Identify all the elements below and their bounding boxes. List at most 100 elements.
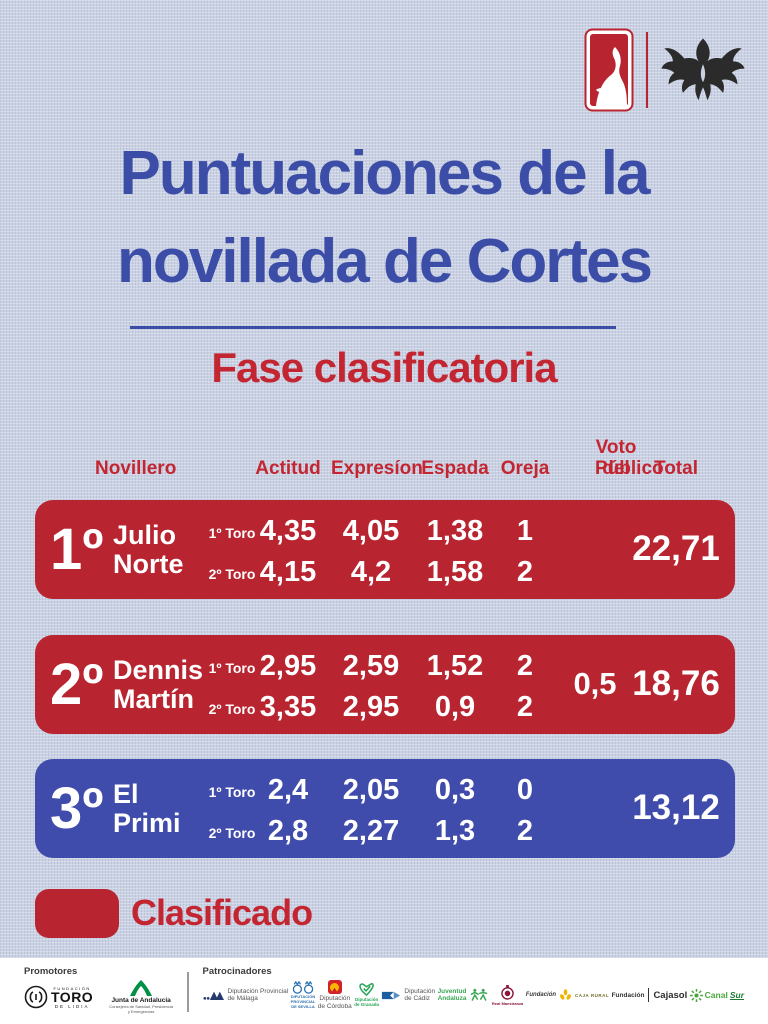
sevilla-line1: DIPUTACIÓN	[290, 993, 316, 999]
column-header-total: Total	[654, 458, 698, 479]
expresion-toro1-value: 2,05	[342, 774, 400, 806]
toro1-label: 1º Toro	[208, 784, 256, 800]
caja-rural-icon	[560, 988, 571, 1000]
diputacion-granada-label: Diputación de Granada	[354, 997, 379, 1008]
novillero-name: Dennis Martín	[113, 656, 203, 714]
cordoba-line1: Diputación	[319, 995, 351, 1002]
footer-divider	[187, 972, 189, 1012]
granada-line1: Diputación	[354, 996, 379, 1002]
oreja-toro2-value: 2	[516, 556, 534, 588]
diputacion-granada-icon	[359, 982, 374, 996]
total-value: 22,71	[632, 529, 720, 568]
name-line2: Martín	[113, 684, 194, 714]
canal-sur-part1: Canal	[704, 990, 728, 1001]
toro-de-lidia-logo: FUNDACIÓN TORO DE LIDIA	[24, 985, 93, 1009]
subtitle: Fase clasificatoria	[211, 344, 557, 391]
total-value: 18,76	[632, 664, 720, 703]
diputacion-cordoba-logo: Diputación de Córdoba	[318, 980, 352, 1010]
actitud-toro1-value: 4,35	[259, 515, 317, 547]
diputacion-cordoba-icon	[327, 980, 342, 994]
toro-de-lidia-icon	[24, 985, 48, 1009]
juventud-line1: Juventud	[437, 987, 467, 995]
oreja-toro2-value: 2	[516, 815, 534, 847]
title-line2: novillada de Cortes	[117, 227, 653, 296]
score-row-1: 1º Julio Norte 1º Toro 2º Toro 4,35 4,05 …	[35, 500, 735, 599]
cadiz-line2: de Cádiz	[404, 995, 431, 1003]
junta-andalucia-logo: Junta de Andalucía Consejería de Sanidad…	[109, 980, 173, 1015]
fundacion-cajasol-logo: Fundación Cajasol	[611, 988, 688, 1003]
name-line1: El	[113, 779, 139, 809]
real-maestranza-icon	[501, 984, 514, 1000]
novillero-name: Julio Norte	[113, 521, 184, 579]
juventud-andaluza-icon	[471, 989, 488, 1001]
espada-toro2-value: 0,9	[434, 691, 476, 723]
rank-badge: 3º	[50, 776, 104, 841]
column-header-oreja: Oreja	[500, 458, 550, 479]
diputacion-malaga-logo: Diputación Provincial de Málaga	[203, 988, 289, 1003]
juventud-line2: Andaluza	[437, 995, 467, 1003]
junta-andalucia-sub: Consejería de Sanidad, Presidencia y Emer…	[109, 1004, 174, 1015]
junta-andalucia-icon	[130, 980, 153, 996]
junta-sub-line1: Consejería de Sanidad, Presidencia	[109, 1004, 174, 1009]
rank-badge: 1º	[50, 517, 104, 582]
oreja-toro1-value: 1	[516, 515, 534, 547]
espada-toro1-value: 1,52	[426, 650, 484, 682]
canal-sur-logo: Canal Sur	[689, 988, 744, 1002]
voto-header-line2: Público	[595, 458, 664, 479]
junta-andalucia-name: Junta de Andalucía	[111, 997, 171, 1004]
column-header-actitud: Actitud	[255, 458, 321, 479]
bat-bull-emblem-icon	[661, 38, 745, 101]
column-header-expresion: Expresíon	[331, 458, 423, 479]
column-header-voto-publico: Voto del Público	[553, 437, 664, 479]
score-row-2: 2º Dennis Martín 1º Toro 2º Toro 2,95 2,5…	[35, 635, 735, 734]
score-row-3: 3º El Primi 1º Toro 2º Toro 2,4 2,05 0,3 …	[35, 759, 735, 858]
promoters-group: Promotores FUNDACIÓN TORO DE LIDIA	[24, 964, 173, 1015]
diputacion-cadiz-label: Diputación de Cádiz	[404, 988, 435, 1003]
diputacion-granada-logo: Diputación de Granada	[354, 982, 379, 1008]
canal-sur-part2: Sur	[729, 990, 744, 1001]
voto-publico-value: 0,5	[573, 666, 617, 701]
name-line2: Primi	[113, 808, 181, 838]
legend-swatch-clasificado	[35, 889, 119, 938]
total-value: 13,12	[632, 788, 720, 827]
espada-toro2-value: 1,3	[434, 815, 476, 847]
diputacion-sevilla-logo: DIPUTACIÓN PROVINCIAL DE SEVILLA	[290, 980, 316, 1009]
juventud-andaluza-logo: Juventud Andaluza	[438, 988, 490, 1003]
real-maestranza-label: Real Maestranza	[491, 1000, 524, 1006]
toro2-label: 2º Toro	[208, 566, 256, 582]
malaga-line2: de Málaga	[227, 995, 258, 1003]
granada-line2: de Granada	[354, 1002, 379, 1008]
cajasol-fundacion: Fundación	[611, 991, 645, 999]
column-header-espada: Espada	[421, 458, 489, 479]
caja-rural-name: CAJA RURAL	[575, 992, 610, 998]
name-line1: Julio	[113, 520, 177, 550]
cordoba-line2: de Córdoba	[317, 1002, 352, 1010]
diputacion-cadiz-icon	[382, 991, 401, 999]
juventud-andaluza-label: Juventud Andaluza	[438, 988, 467, 1003]
diputacion-malaga-label: Diputación Provincial de Málaga	[228, 988, 289, 1003]
canal-sur-icon	[689, 988, 703, 1002]
page-title: Puntuaciones de la novillada de Cortes	[0, 130, 768, 306]
espada-toro1-value: 1,38	[426, 515, 484, 547]
real-maestranza-logo: Real Maestranza	[491, 984, 524, 1006]
diputacion-sevilla-icon	[292, 980, 314, 994]
toro1-label: 1º Toro	[208, 660, 256, 676]
toro-de-lidia-name: TORO	[51, 988, 94, 1005]
promoters-label: Promotores	[24, 966, 78, 977]
sponsors-label: Patrocinadores	[202, 966, 272, 977]
toro-de-lidia-sub: DE LIDIA	[54, 1003, 90, 1009]
diputacion-malaga-icon	[203, 991, 224, 1001]
caja-rural-fundacion: Fundación	[525, 992, 557, 999]
title-underline	[130, 326, 616, 329]
toro2-label: 2º Toro	[208, 701, 256, 717]
actitud-toro2-value: 3,35	[259, 691, 317, 723]
diputacion-cadiz-logo: Diputación de Cádiz	[381, 988, 435, 1003]
malaga-line1: Diputación Provincial	[227, 987, 289, 995]
espada-toro2-value: 1,58	[426, 556, 484, 588]
rank-badge: 2º	[50, 652, 104, 717]
espada-toro1-value: 0,3	[434, 774, 476, 806]
footer-sponsors: Promotores FUNDACIÓN TORO DE LIDIA	[0, 958, 768, 1024]
toro-de-lidia-fundacion: FUNDACIÓN	[53, 985, 91, 991]
cajasol-name: Cajasol	[653, 989, 688, 1001]
